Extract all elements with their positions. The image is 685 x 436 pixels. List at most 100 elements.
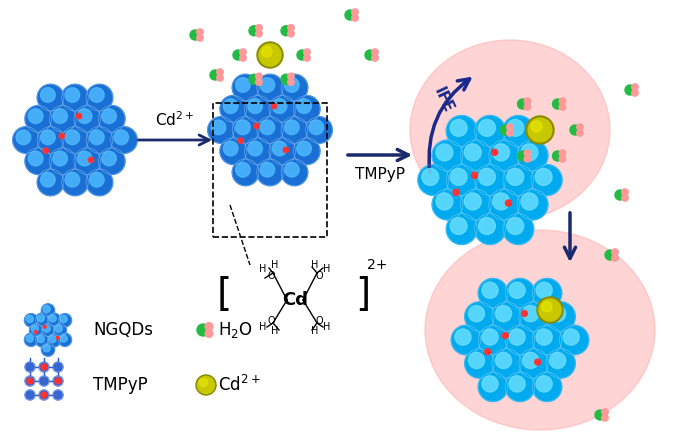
Circle shape (53, 362, 63, 372)
Circle shape (306, 117, 332, 143)
Circle shape (197, 324, 209, 336)
Circle shape (205, 323, 213, 330)
Circle shape (436, 144, 453, 161)
Circle shape (303, 49, 310, 55)
Circle shape (532, 372, 562, 402)
Circle shape (281, 117, 308, 143)
Circle shape (521, 310, 527, 317)
Text: ]: ] (355, 276, 371, 314)
Circle shape (509, 376, 525, 392)
Circle shape (507, 119, 524, 136)
Circle shape (524, 98, 531, 104)
Circle shape (372, 54, 378, 61)
Circle shape (577, 129, 583, 136)
Circle shape (37, 127, 64, 153)
Circle shape (62, 169, 88, 196)
Text: O: O (315, 271, 323, 281)
Circle shape (223, 99, 238, 113)
Circle shape (478, 119, 495, 136)
Circle shape (259, 44, 281, 66)
Circle shape (450, 168, 467, 185)
Circle shape (60, 315, 67, 323)
Text: H: H (271, 326, 279, 336)
Circle shape (43, 344, 50, 352)
Circle shape (53, 151, 67, 166)
Circle shape (478, 372, 508, 402)
Circle shape (284, 120, 299, 135)
Circle shape (40, 88, 55, 102)
Circle shape (625, 85, 635, 95)
Circle shape (288, 31, 295, 37)
Circle shape (254, 123, 260, 129)
Circle shape (249, 26, 259, 36)
Circle shape (41, 324, 55, 337)
Circle shape (281, 74, 308, 101)
Circle shape (199, 378, 208, 386)
Circle shape (25, 148, 51, 174)
Circle shape (59, 133, 64, 139)
Circle shape (74, 148, 101, 174)
Circle shape (559, 98, 566, 104)
Circle shape (65, 88, 79, 102)
Circle shape (563, 329, 580, 345)
Circle shape (36, 313, 49, 326)
Circle shape (49, 315, 56, 322)
Circle shape (297, 50, 307, 60)
Circle shape (532, 165, 562, 195)
Circle shape (26, 315, 34, 323)
Circle shape (577, 124, 583, 130)
Circle shape (232, 117, 259, 143)
Circle shape (482, 282, 498, 298)
Circle shape (77, 109, 92, 123)
Circle shape (86, 169, 113, 196)
Circle shape (351, 15, 358, 21)
Circle shape (29, 324, 42, 337)
Circle shape (517, 99, 527, 109)
Circle shape (460, 140, 491, 171)
Text: H: H (311, 260, 319, 270)
Circle shape (37, 335, 45, 343)
Circle shape (62, 127, 88, 153)
Circle shape (517, 189, 548, 220)
Circle shape (190, 30, 200, 40)
Circle shape (260, 78, 275, 92)
Circle shape (422, 168, 438, 185)
Circle shape (205, 330, 213, 337)
Circle shape (211, 120, 226, 135)
Circle shape (549, 306, 566, 322)
Circle shape (506, 279, 535, 308)
Circle shape (43, 325, 46, 328)
Circle shape (49, 148, 76, 174)
Circle shape (36, 334, 49, 347)
Text: 2+: 2+ (367, 258, 388, 272)
Circle shape (281, 159, 308, 186)
Circle shape (601, 415, 608, 421)
Circle shape (257, 159, 284, 186)
Circle shape (446, 214, 477, 245)
Circle shape (32, 325, 38, 332)
Circle shape (632, 90, 638, 96)
Circle shape (58, 333, 71, 346)
Circle shape (37, 169, 64, 196)
Circle shape (35, 330, 38, 334)
Circle shape (475, 214, 506, 245)
Circle shape (464, 349, 494, 378)
Circle shape (49, 335, 56, 343)
Circle shape (284, 163, 299, 177)
Circle shape (257, 117, 284, 143)
Circle shape (39, 376, 49, 386)
Circle shape (77, 151, 92, 166)
Circle shape (432, 189, 463, 220)
Circle shape (539, 299, 561, 321)
Circle shape (519, 302, 548, 331)
Circle shape (90, 88, 104, 102)
Circle shape (197, 34, 203, 41)
Circle shape (86, 127, 113, 153)
Circle shape (262, 47, 272, 57)
Circle shape (509, 329, 525, 345)
Circle shape (535, 359, 540, 365)
Circle shape (102, 151, 116, 166)
Circle shape (524, 150, 531, 157)
Text: Cd$^{2+}$: Cd$^{2+}$ (218, 375, 260, 395)
Text: O: O (315, 316, 323, 326)
